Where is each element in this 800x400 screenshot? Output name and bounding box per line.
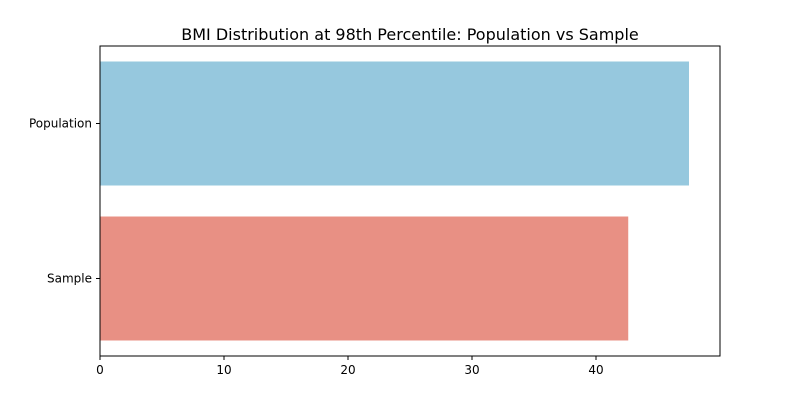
- plot-frame: [99, 45, 721, 357]
- bar-sample: [100, 216, 629, 341]
- y-tick-label-population: Population: [29, 117, 92, 131]
- y-tick-label-sample: Sample: [47, 272, 92, 286]
- x-tick-label: 30: [464, 363, 479, 377]
- bar-population: [100, 61, 689, 186]
- x-tick-label: 40: [588, 363, 603, 377]
- x-tick-label: 10: [216, 363, 231, 377]
- chart-title: BMI Distribution at 98th Percentile: Pop…: [181, 25, 638, 44]
- plot-area: Population Sample 0 10 20 30 40: [29, 45, 721, 377]
- x-tick-label: 0: [96, 363, 104, 377]
- x-tick-label: 20: [340, 363, 355, 377]
